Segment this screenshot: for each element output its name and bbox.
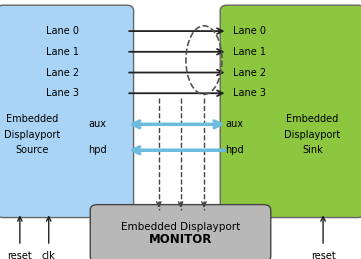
Text: Embedded: Embedded <box>6 114 58 124</box>
Text: Lane 3: Lane 3 <box>47 88 79 98</box>
Text: Source: Source <box>16 145 49 155</box>
Text: Lane 2: Lane 2 <box>46 68 79 77</box>
Text: Lane 1: Lane 1 <box>233 47 266 57</box>
Text: Embedded: Embedded <box>286 114 338 124</box>
Text: Embedded Displayport: Embedded Displayport <box>121 222 240 232</box>
Text: reset: reset <box>8 251 32 259</box>
Text: reset: reset <box>311 251 335 259</box>
FancyBboxPatch shape <box>90 205 271 259</box>
Text: Sink: Sink <box>302 145 323 155</box>
Text: Displayport: Displayport <box>284 130 340 140</box>
Text: Lane 3: Lane 3 <box>233 88 266 98</box>
FancyBboxPatch shape <box>220 5 361 218</box>
Text: clk: clk <box>42 251 56 259</box>
Text: aux: aux <box>88 119 106 129</box>
Text: Displayport: Displayport <box>4 130 61 140</box>
Text: Lane 0: Lane 0 <box>233 26 266 36</box>
Text: hpd: hpd <box>226 145 244 155</box>
Text: Lane 0: Lane 0 <box>47 26 79 36</box>
Text: Lane 1: Lane 1 <box>47 47 79 57</box>
Text: Lane 2: Lane 2 <box>233 68 266 77</box>
Text: hpd: hpd <box>88 145 106 155</box>
Text: aux: aux <box>226 119 244 129</box>
FancyBboxPatch shape <box>0 5 134 218</box>
Text: MONITOR: MONITOR <box>149 233 212 246</box>
